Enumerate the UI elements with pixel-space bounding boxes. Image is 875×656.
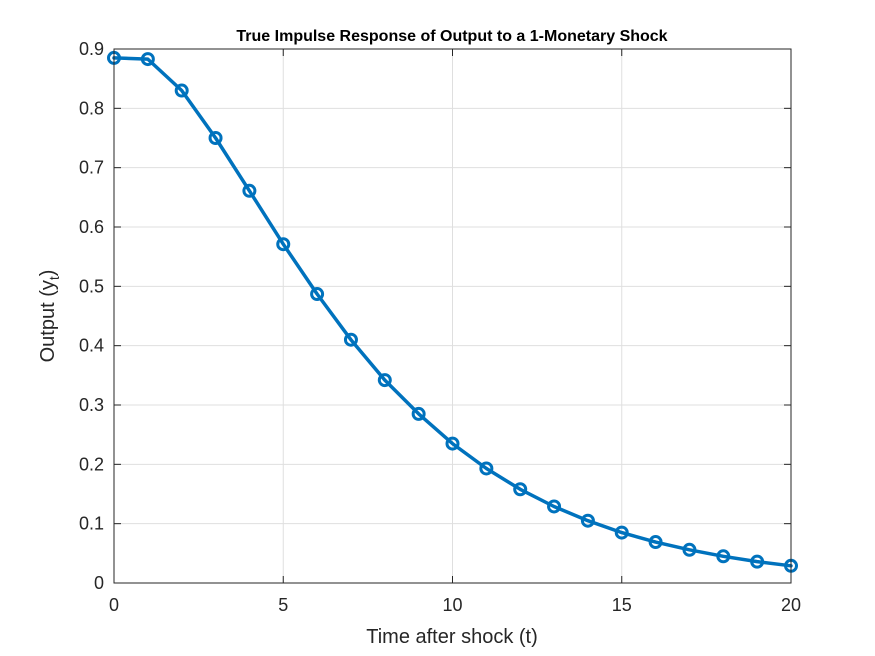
y-axis-label-main: Output (y: [37, 280, 59, 362]
y-tick-label: 0.9: [79, 39, 104, 59]
data-point-marker: [377, 373, 392, 388]
axes-box: [113, 48, 792, 584]
y-tick-label: 0.1: [79, 514, 104, 534]
data-point-marker: [445, 436, 460, 451]
x-tick-label: 20: [781, 595, 801, 615]
data-point-marker: [276, 237, 291, 252]
y-axis-label-subscript: t: [46, 276, 62, 280]
y-tick-labels: 0 0.1 0.2 0.3 0.4 0.5 0.6 0.7 0.8 0.9: [79, 39, 104, 593]
x-axis-label: Time after shock (t): [366, 626, 538, 648]
series-layer: [107, 50, 798, 573]
data-point-marker: [411, 406, 426, 421]
data-point-marker: [310, 287, 325, 302]
y-tick-label: 0.8: [79, 98, 104, 118]
x-tick-labels: 0 5 10 15 20: [109, 595, 801, 615]
x-tick-label: 10: [442, 595, 462, 615]
y-tick-label: 0.7: [79, 158, 104, 178]
y-tick-label: 0: [94, 573, 104, 593]
y-axis-label: Output (yt): [37, 270, 62, 363]
x-tick-label: 15: [612, 595, 632, 615]
data-point-marker: [513, 482, 528, 497]
data-point-marker: [614, 525, 629, 540]
y-tick-label: 0.3: [79, 395, 104, 415]
y-tick-label: 0.5: [79, 276, 104, 296]
data-point-marker: [343, 332, 358, 347]
y-tick-label: 0.6: [79, 217, 104, 237]
data-point-marker: [682, 542, 697, 557]
data-point-marker: [174, 83, 189, 98]
data-point-marker: [208, 131, 223, 145]
y-tick-label: 0.4: [79, 336, 104, 356]
chart-title: True Impulse Response of Output to a 1-M…: [236, 28, 667, 45]
data-point-marker: [242, 183, 257, 198]
data-point-marker: [547, 499, 562, 514]
data-point-marker: [479, 461, 494, 476]
data-point-marker: [648, 535, 663, 550]
data-point-marker: [580, 513, 595, 528]
x-tick-label: 5: [278, 595, 288, 615]
series-line: [112, 56, 793, 568]
y-tick-label: 0.2: [79, 454, 104, 474]
data-point-marker: [140, 52, 155, 67]
x-tick-label: 0: [109, 595, 119, 615]
data-point-marker: [716, 549, 731, 564]
y-axis-label-close: ): [37, 270, 59, 277]
data-point-marker: [750, 554, 765, 569]
